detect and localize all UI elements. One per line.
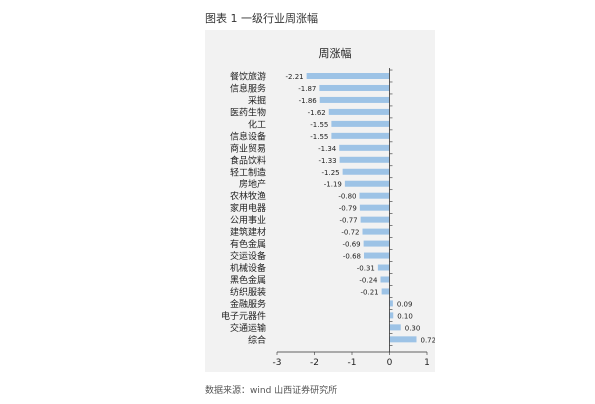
value-label-21: 0.30 <box>405 324 421 332</box>
category-label-3: 医药生物 <box>230 106 266 118</box>
category-label-7: 食品饮料 <box>230 154 266 166</box>
category-label-14: 有色金属 <box>230 238 266 250</box>
bar-8 <box>342 168 390 175</box>
value-label-17: -0.24 <box>359 276 378 284</box>
category-label-15: 交运设备 <box>230 250 266 262</box>
category-label-18: 纺织服装 <box>230 286 266 298</box>
x-tick-label-0: -3 <box>273 358 282 368</box>
category-label-21: 交通运输 <box>230 322 266 334</box>
value-label-9: -1.19 <box>324 181 342 189</box>
category-label-16: 机械设备 <box>230 262 266 274</box>
bar-10 <box>359 192 390 199</box>
bar-14 <box>363 240 390 247</box>
bar-11 <box>359 204 390 211</box>
chart-panel: 周涨幅 餐饮旅游 -2.21 信息服务 -1.87 采掘 -1.86 医药生物 -1.62 化工… <box>205 30 435 372</box>
category-label-2: 采掘 <box>248 94 266 106</box>
category-label-17: 黑色金属 <box>230 274 266 286</box>
bar-6 <box>339 144 390 151</box>
chart-title: 周涨幅 <box>319 47 352 60</box>
source-note: 数据来源：wind 山西证券研究所 <box>205 386 338 396</box>
value-label-0: -2.21 <box>286 73 304 81</box>
bar-0 <box>306 73 390 79</box>
value-label-13: -0.72 <box>341 229 359 237</box>
value-label-12: -0.77 <box>340 217 358 225</box>
value-label-3: -1.62 <box>308 109 326 117</box>
category-label-9: 房地产 <box>239 178 266 190</box>
bar-12 <box>360 216 390 223</box>
bar-13 <box>362 228 390 235</box>
bar-20 <box>389 312 394 319</box>
value-label-4: -1.55 <box>310 121 328 129</box>
category-label-0: 餐饮旅游 <box>230 71 266 83</box>
bar-7 <box>339 156 390 163</box>
category-label-13: 建筑建材 <box>230 226 266 238</box>
value-label-1: -1.87 <box>298 85 316 93</box>
bar-19 <box>389 300 393 307</box>
value-label-16: -0.31 <box>357 265 375 273</box>
category-label-20: 电子元器件 <box>221 310 266 322</box>
value-label-8: -1.25 <box>322 169 340 177</box>
value-label-18: -0.21 <box>361 288 379 296</box>
x-tick-label-4: 1 <box>424 358 430 368</box>
value-label-6: -1.34 <box>318 145 337 153</box>
value-label-15: -0.68 <box>343 253 361 261</box>
category-label-19: 金融服务 <box>230 298 266 310</box>
category-label-5: 信息设备 <box>230 130 266 142</box>
bar-5 <box>331 132 390 139</box>
axis-layer: -3 -2 -1 0 1 <box>273 68 430 368</box>
category-label-4: 化工 <box>248 118 266 130</box>
figure-caption: 图表 1 一级行业周涨幅 <box>205 12 318 25</box>
value-label-7: -1.33 <box>319 157 337 165</box>
category-label-11: 家用电器 <box>230 202 266 214</box>
x-tick-label-1: -2 <box>310 358 319 368</box>
x-tick-label-3: 0 <box>387 358 393 368</box>
value-label-20: 0.10 <box>397 312 413 320</box>
category-label-22: 综合 <box>248 334 266 346</box>
category-label-8: 轻工制造 <box>230 166 266 178</box>
value-label-5: -1.55 <box>310 133 328 141</box>
category-label-1: 信息服务 <box>230 82 266 94</box>
category-label-6: 商业贸易 <box>230 142 266 154</box>
bar-17 <box>380 276 390 283</box>
bar-18 <box>381 288 390 295</box>
bar-1 <box>319 84 390 91</box>
labels-layer: 餐饮旅游 -2.21 信息服务 -1.87 采掘 -1.86 医药生物 -1.62 化工 -1.5… <box>221 71 435 346</box>
bar-3 <box>328 108 390 115</box>
category-label-10: 农林牧渔 <box>230 190 266 202</box>
value-label-19: 0.09 <box>397 300 413 308</box>
bar-2 <box>319 96 390 103</box>
x-tick-label-2: -1 <box>348 358 357 368</box>
bars-layer <box>306 73 417 343</box>
value-label-11: -0.79 <box>339 205 357 213</box>
bar-15 <box>364 252 390 259</box>
value-label-2: -1.86 <box>299 97 318 105</box>
category-label-12: 公用事业 <box>230 214 266 226</box>
bar-22 <box>389 336 417 343</box>
value-label-22: 0.72 <box>421 336 436 344</box>
value-label-10: -0.80 <box>338 193 356 201</box>
bar-9 <box>344 180 390 187</box>
weekly-change-bar-chart: 周涨幅 餐饮旅游 -2.21 信息服务 -1.87 采掘 -1.86 医药生物 -1.62 化工… <box>221 47 435 368</box>
bar-4 <box>331 120 390 127</box>
bar-16 <box>377 264 390 271</box>
bar-21 <box>389 324 401 331</box>
value-label-14: -0.69 <box>343 241 361 249</box>
